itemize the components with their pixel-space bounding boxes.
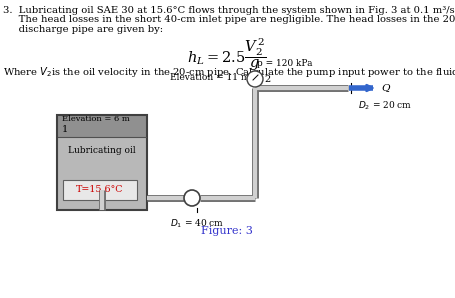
Bar — [57, 115, 147, 210]
Text: 1: 1 — [62, 125, 68, 134]
Text: p = 120 kPa: p = 120 kPa — [257, 58, 313, 68]
Text: Q: Q — [381, 83, 389, 92]
Text: Lubricating oil: Lubricating oil — [68, 146, 136, 155]
Text: The head losses in the short 40-cm inlet pipe are negligible. The head losses in: The head losses in the short 40-cm inlet… — [3, 15, 455, 24]
Text: $h_L = 2.5\dfrac{V_2^{\,2}}{g}$: $h_L = 2.5\dfrac{V_2^{\,2}}{g}$ — [187, 36, 267, 73]
Text: Where $V_2$is the oil velocity in the 20-cm pipe. Calculate the pump input power: Where $V_2$is the oil velocity in the 20… — [3, 65, 455, 79]
Text: $D_2$ = 20 cm: $D_2$ = 20 cm — [358, 100, 412, 113]
Bar — [58, 116, 146, 137]
Text: T=15.6°C: T=15.6°C — [76, 185, 124, 195]
Circle shape — [184, 190, 200, 206]
Text: 3.  Lubricating oil SAE 30 at 15.6°C flows through the system shown in Fig. 3 at: 3. Lubricating oil SAE 30 at 15.6°C flow… — [3, 6, 455, 15]
Text: Elevation = 6 m: Elevation = 6 m — [62, 115, 130, 123]
Circle shape — [247, 71, 263, 87]
Bar — [58, 137, 146, 209]
Text: Elevation = 11 m: Elevation = 11 m — [170, 72, 249, 81]
Bar — [63, 180, 137, 200]
Text: Figure: 3: Figure: 3 — [201, 226, 253, 236]
Text: $D_1$ = 40 cm: $D_1$ = 40 cm — [170, 218, 224, 230]
Text: 2: 2 — [264, 75, 270, 84]
Text: discharge pipe are given by:: discharge pipe are given by: — [3, 25, 163, 34]
